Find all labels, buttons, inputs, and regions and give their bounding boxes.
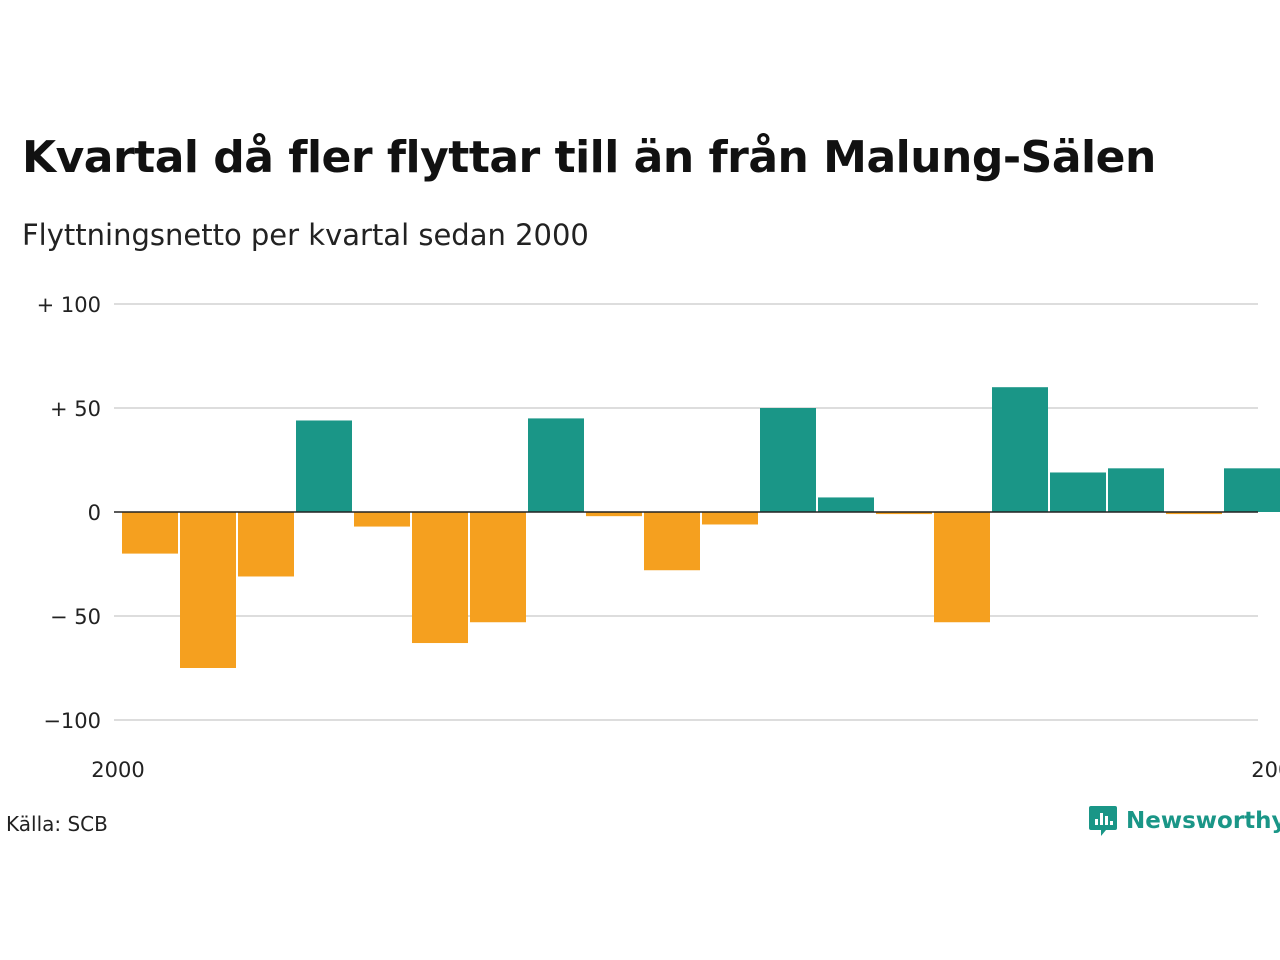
y-tick-label: −100	[43, 709, 101, 733]
gridlines	[114, 303, 1258, 721]
bar	[528, 418, 584, 512]
bar	[644, 512, 700, 571]
bar	[180, 512, 236, 668]
bar	[354, 512, 410, 527]
x-tick-label: 2005	[1251, 758, 1280, 782]
x-axis-ticks: 20002005201020152020	[91, 758, 1280, 782]
newsworthy-logo-icon	[1089, 806, 1117, 836]
bars	[122, 387, 1280, 668]
bar	[122, 512, 178, 554]
y-axis-ticks: + 100 + 50 0 − 50 −100	[37, 293, 101, 733]
y-tick-label: 0	[88, 501, 101, 525]
brand-name: Newsworthy	[1126, 808, 1280, 834]
bar	[296, 420, 352, 512]
bar	[586, 512, 642, 517]
bar	[934, 512, 990, 623]
source-note: Källa: SCB	[6, 812, 108, 836]
bar	[1224, 468, 1280, 512]
chart-title: Kvartal då fler flyttar till än från Mal…	[22, 132, 1156, 183]
bar	[818, 497, 874, 512]
x-tick-label: 2000	[91, 758, 144, 782]
bar	[238, 512, 294, 577]
y-tick-label: + 100	[37, 293, 101, 317]
bar	[412, 512, 468, 644]
bar	[760, 408, 816, 512]
bar	[876, 512, 932, 515]
y-tick-label: + 50	[50, 397, 101, 421]
bar	[1166, 512, 1222, 515]
chart-subtitle: Flyttningsnetto per kvartal sedan 2000	[22, 218, 589, 252]
bar	[702, 512, 758, 525]
newsworthy-brand: Newsworthy	[1088, 804, 1280, 838]
bar	[1050, 472, 1106, 512]
bar	[992, 387, 1048, 512]
y-tick-label: − 50	[50, 605, 101, 629]
bar	[1108, 468, 1164, 512]
bar	[470, 512, 526, 623]
